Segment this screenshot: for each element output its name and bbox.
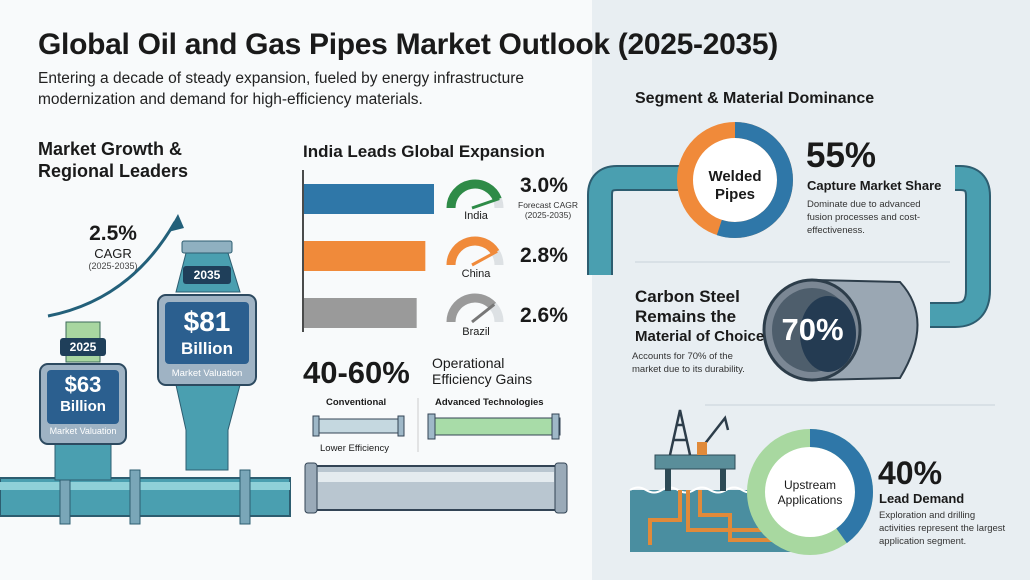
efficiency-label: Operational Efficiency Gains <box>432 355 532 387</box>
pipe-2035 <box>157 240 257 471</box>
cagr-label: CAGR <box>94 246 132 261</box>
upstream-label-1: Upstream <box>783 478 836 492</box>
upstream-caption: Lead Demand <box>879 491 965 506</box>
welded-label-2: Pipes <box>714 186 756 203</box>
forecast-cagr-label: Forecast CAGR (2025-2035) <box>508 200 588 220</box>
region-value-china: 2.8% <box>520 244 568 267</box>
gauge-brazil-icon <box>446 293 504 324</box>
large-steel-pipe <box>304 462 568 514</box>
upstream-desc: Exploration and drilling activities repre… <box>879 509 1005 548</box>
region-label-brazil: Brazil <box>462 326 490 338</box>
conventional-label: Conventional <box>326 397 387 408</box>
upstream-label-2: Applications <box>777 493 843 507</box>
bar-brazil <box>304 298 417 328</box>
welded-pipes-donut <box>677 122 793 238</box>
upstream-donut <box>747 429 873 555</box>
efficiency-label-2: Efficiency Gains <box>432 371 533 387</box>
label-2035: Market Valuation <box>171 368 243 379</box>
carbon-desc: Accounts for 70% of the market due to its… <box>632 350 745 376</box>
region-value-india: 3.0% <box>520 174 568 197</box>
carbon-desc-1: Accounts for 70% of the <box>632 351 733 362</box>
efficiency-label-1: Operational <box>432 355 505 371</box>
region-value-brazil: 2.6% <box>520 304 568 327</box>
carbon-desc-2: market due to its durability. <box>632 364 745 375</box>
unit-2035: Billion <box>181 339 233 358</box>
carbon-title-1: Carbon Steel <box>635 287 740 306</box>
page-subtitle: Entering a decade of steady expansion, f… <box>38 70 524 108</box>
welded-label: Welded Pipes <box>695 168 775 204</box>
welded-label-1: Welded <box>708 168 762 185</box>
upstream-desc-2: activities represent the largest <box>879 523 1006 534</box>
lower-efficiency-label: Lower Efficiency <box>320 443 389 454</box>
page-title: Global Oil and Gas Pipes Market Outlook … <box>38 28 778 61</box>
upstream-desc-3: application segment. <box>879 536 967 547</box>
conventional-pipe <box>312 415 405 437</box>
cagr-badge: 2.5% CAGR (2025-2035) <box>78 222 148 271</box>
value-2035: $81 <box>183 306 231 337</box>
year-2025: 2025 <box>69 340 97 354</box>
cagr-period: (2025-2035) <box>88 261 138 271</box>
year-2035: 2035 <box>193 268 221 282</box>
carbon-title: Carbon Steel Remains the Material of Choic… <box>635 287 764 347</box>
cagr-value: 2.5% <box>89 222 137 245</box>
forecast-period: (2025-2035) <box>524 210 572 220</box>
upstream-desc-1: Exploration and drilling <box>879 510 976 521</box>
efficiency-value: 40-60% <box>303 355 410 390</box>
welded-value: 55% <box>806 136 877 175</box>
forecast-label: Forecast CAGR <box>518 200 578 210</box>
label-2025: Market Valuation <box>49 426 117 436</box>
welded-caption: Capture Market Share <box>807 178 942 193</box>
advanced-label: Advanced Technologies <box>435 397 544 408</box>
gauge-china-icon <box>446 236 504 267</box>
region-label-india: India <box>464 210 488 222</box>
growth-arrow <box>47 221 177 318</box>
welded-desc: Dominate due to advanced fusion processe… <box>807 199 921 236</box>
value-2025: $63 <box>64 372 102 397</box>
pipe-2025 <box>39 321 127 481</box>
bottom-pipe <box>0 469 291 525</box>
bar-india <box>304 184 434 214</box>
upstream-label: Upstream Applications <box>765 478 855 508</box>
carbon-title-3: Material of Choice <box>635 328 765 345</box>
segment-heading: Segment & Material Dominance <box>635 90 875 107</box>
bar-china <box>304 241 426 271</box>
carbon-value: 70% <box>781 312 844 347</box>
advanced-pipe <box>427 413 561 440</box>
carbon-title-2: Remains the <box>635 307 737 326</box>
carbon-steel-cylinder <box>762 278 919 382</box>
regions-heading: India Leads Global Expansion <box>303 142 545 161</box>
region-label-china: China <box>461 268 491 280</box>
unit-2025: Billion <box>60 398 106 415</box>
growth-heading: Market Growth & Regional Leaders <box>38 139 189 181</box>
upstream-value: 40% <box>878 455 943 491</box>
gauge-india-icon <box>446 179 504 210</box>
